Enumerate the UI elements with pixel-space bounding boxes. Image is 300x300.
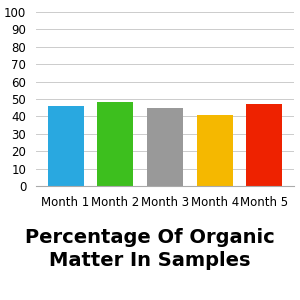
Bar	[147, 108, 183, 186]
Bar	[197, 115, 232, 186]
Text: Percentage Of Organic
Matter In Samples: Percentage Of Organic Matter In Samples	[25, 228, 275, 270]
Bar	[48, 106, 83, 186]
Bar	[98, 103, 133, 186]
Bar	[247, 104, 282, 186]
